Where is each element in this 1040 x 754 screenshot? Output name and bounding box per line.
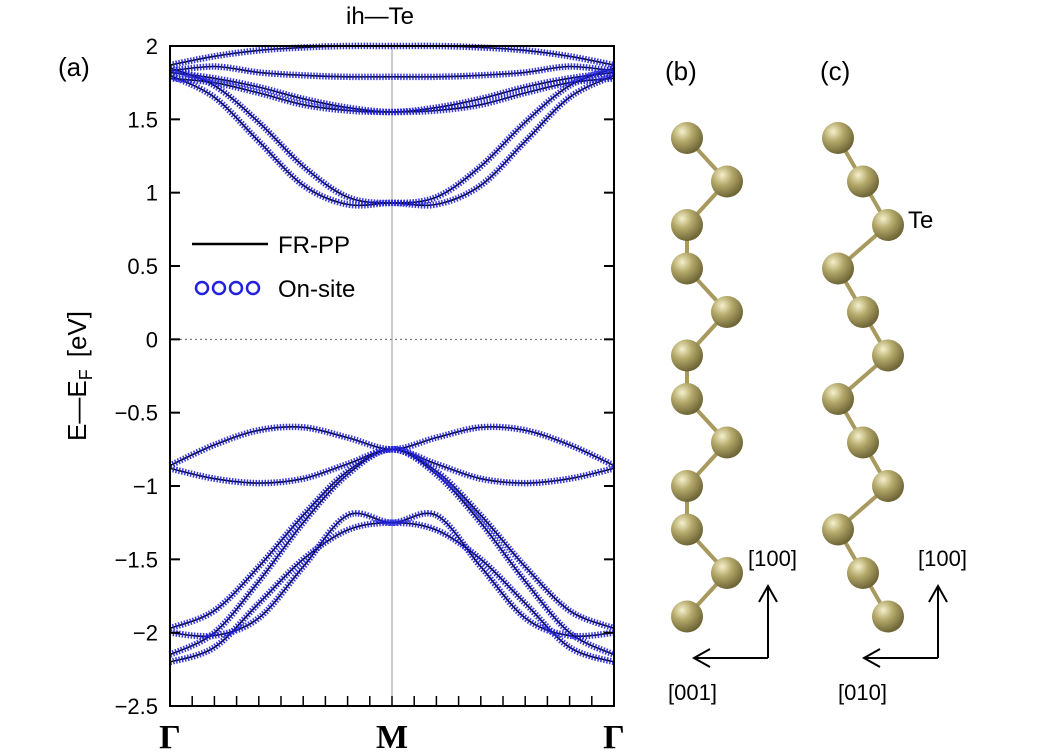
structure-panel-b: (b) [100] [001] bbox=[665, 56, 797, 705]
te-atom bbox=[671, 209, 703, 241]
atom-chain-b bbox=[671, 122, 743, 633]
te-atom bbox=[671, 339, 703, 372]
te-atom bbox=[822, 383, 854, 415]
te-atom bbox=[872, 209, 904, 241]
k-point-label: M bbox=[376, 719, 408, 754]
te-atom bbox=[671, 513, 703, 546]
te-atom bbox=[822, 252, 854, 285]
y-axis-label-sub: F bbox=[76, 369, 96, 380]
axis-label-b-side: [001] bbox=[668, 680, 717, 705]
band-onsite-1 bbox=[168, 446, 616, 658]
te-atom bbox=[711, 165, 743, 198]
te-atom bbox=[711, 557, 743, 589]
y-tick-label: 1 bbox=[146, 181, 158, 206]
y-tick-label: −1 bbox=[133, 474, 158, 499]
y-axis: −2.5 −2 −1.5 −1 −0.5 0 0.5 1 1.5 2 bbox=[115, 34, 614, 719]
y-axis-label-unit: [eV] bbox=[62, 311, 92, 357]
te-atom bbox=[822, 513, 854, 546]
atom-label-te: Te bbox=[908, 207, 933, 234]
y-axis-label-main: E—E bbox=[62, 380, 92, 441]
y-tick-label: 1.5 bbox=[127, 107, 158, 132]
te-atom bbox=[711, 296, 743, 328]
te-atom bbox=[671, 470, 703, 502]
legend-onsite-marker bbox=[194, 280, 210, 296]
axis-arrows-b bbox=[691, 583, 778, 668]
band-onsite-10 bbox=[169, 63, 615, 81]
legend-onsite-marker bbox=[245, 280, 261, 296]
k-point-label: Γ bbox=[159, 719, 181, 754]
te-atom bbox=[847, 296, 879, 328]
y-tick-label: 0 bbox=[146, 327, 158, 352]
y-tick-label: −2.5 bbox=[115, 694, 158, 719]
band-onsite-7 bbox=[168, 64, 616, 207]
axis-label-c-up: [100] bbox=[918, 546, 967, 571]
axis-label-b-up: [100] bbox=[748, 546, 797, 571]
te-atom bbox=[671, 122, 703, 154]
svg-text:E—EF[eV]: E—EF [eV] bbox=[62, 311, 96, 441]
k-point-label: Γ bbox=[603, 719, 625, 754]
legend-onsite-marker bbox=[211, 280, 227, 296]
te-atom bbox=[847, 557, 879, 589]
te-atom bbox=[872, 470, 904, 502]
te-atom bbox=[822, 122, 854, 154]
te-atom bbox=[872, 339, 904, 372]
te-atom bbox=[671, 600, 703, 633]
band-onsite-2 bbox=[169, 510, 615, 640]
legend-onsite-label: On-site bbox=[278, 276, 355, 303]
y-tick-label: −1.5 bbox=[115, 547, 158, 572]
structure-panel-c: (c) Te [100] [010] bbox=[820, 56, 967, 705]
axis-arrows-c bbox=[861, 583, 948, 668]
te-atom bbox=[671, 252, 703, 285]
y-tick-label: −2 bbox=[133, 621, 158, 646]
panel-label-a: (a) bbox=[58, 52, 90, 82]
panel-label-c: (c) bbox=[820, 56, 850, 86]
band-onsite-0 bbox=[168, 519, 616, 666]
y-tick-label: 0.5 bbox=[127, 254, 158, 279]
te-atom bbox=[711, 426, 743, 459]
band-onsite-markers-group bbox=[168, 42, 616, 666]
y-tick-label: −0.5 bbox=[115, 401, 158, 426]
legend-onsite-marker bbox=[228, 280, 244, 296]
atom-chain-c bbox=[822, 122, 904, 633]
te-atom bbox=[671, 383, 703, 415]
y-tick-label: 2 bbox=[146, 34, 158, 59]
chart-title: ih—Te bbox=[346, 3, 414, 30]
te-atom bbox=[872, 600, 904, 633]
band-onsite-9 bbox=[169, 69, 615, 116]
y-axis-label: E—EF [eV] bbox=[62, 311, 96, 441]
legend-onsite-markers bbox=[194, 280, 261, 296]
legend: FR-PP On-site bbox=[192, 232, 355, 303]
legend-frpp-label: FR-PP bbox=[278, 232, 350, 259]
panel-label-b: (b) bbox=[665, 56, 697, 86]
te-atom bbox=[847, 165, 879, 198]
band-onsite-5 bbox=[168, 423, 616, 469]
te-atom bbox=[847, 426, 879, 459]
axis-label-c-side: [010] bbox=[838, 680, 887, 705]
